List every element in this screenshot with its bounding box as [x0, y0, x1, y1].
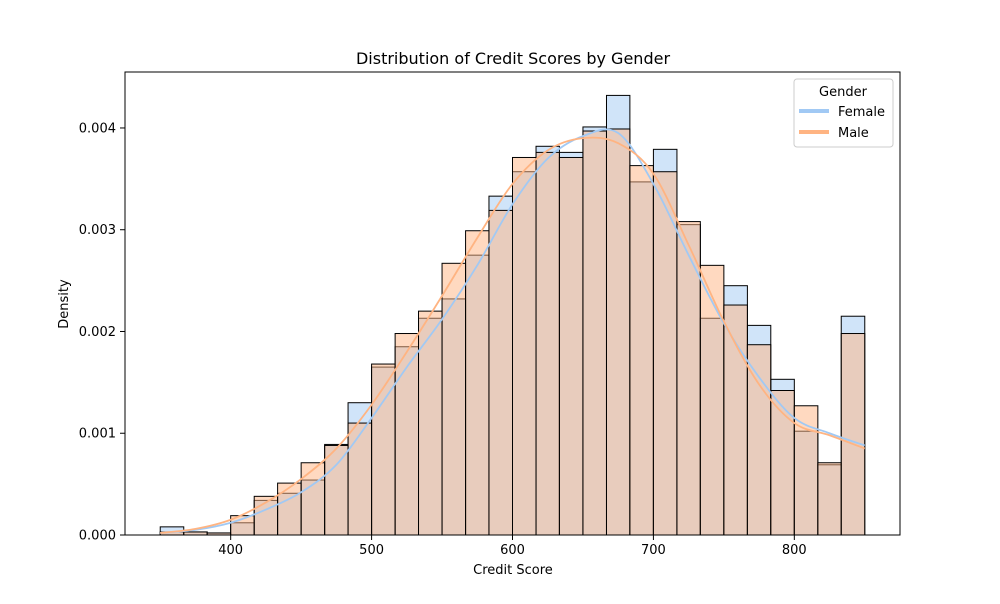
kde-line-male [160, 136, 866, 534]
bar-male-7 [324, 444, 349, 536]
legend-label-female: Female [838, 105, 885, 120]
bar-male-16 [535, 151, 560, 536]
bar-male-17 [558, 156, 584, 536]
y-tick-label-4: 0.004 [79, 121, 116, 136]
x-tick-label-700: 700 [641, 543, 666, 558]
y-tick-label-3: 0.003 [79, 223, 116, 238]
x-axis-label: Credit Score [473, 563, 553, 578]
legend: Gender Female Male [793, 78, 894, 148]
plot-area: 400 500 600 700 800 0.000 0.001 0.002 0.003 0.004 [79, 71, 901, 558]
legend-label-male: Male [838, 126, 869, 141]
bar-male-18 [582, 130, 607, 536]
x-tick-label-500: 500 [359, 543, 384, 558]
x-tick-label-400: 400 [218, 543, 243, 558]
bar-male-20 [629, 165, 654, 536]
bar-male-22 [676, 221, 701, 536]
bar-male-8 [347, 422, 373, 536]
chart-title: Distribution of Credit Scores by Gender [356, 49, 670, 68]
bar-male-15 [512, 156, 537, 536]
bar-male-5 [277, 482, 302, 536]
bar-male-12 [441, 262, 467, 536]
bar-male-19 [605, 128, 631, 536]
bar-male-13 [465, 230, 490, 536]
bar-male-14 [488, 209, 513, 536]
y-tick-label-0: 0.000 [79, 529, 116, 544]
y-axis-label: Density [57, 279, 72, 329]
bar-male-28 [817, 462, 842, 536]
x-tick-label-600: 600 [500, 543, 525, 558]
y-tick-label-2: 0.002 [79, 325, 116, 340]
bar-male-23 [699, 264, 725, 536]
bar-male-6 [300, 462, 326, 536]
bar-male-29 [840, 333, 866, 536]
x-tick-label-800: 800 [782, 543, 807, 558]
bar-male-21 [652, 171, 678, 536]
bar-male-11 [418, 310, 443, 536]
legend-title: Gender [819, 85, 868, 100]
y-tick-label-1: 0.001 [79, 427, 116, 442]
kde-line-female [160, 128, 866, 534]
bar-male-24 [723, 304, 748, 536]
